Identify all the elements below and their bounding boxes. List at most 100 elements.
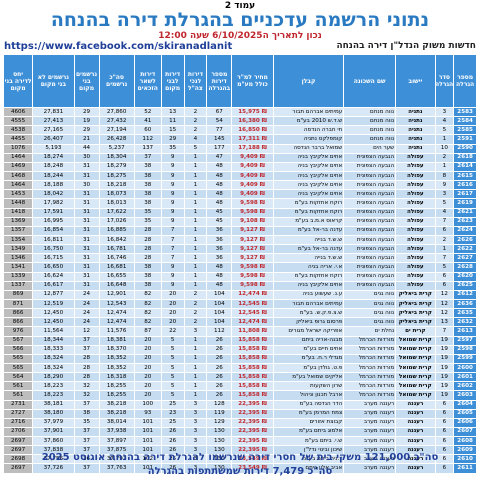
table-cell: 9 — [160, 262, 185, 273]
table-cell: הדר הנדסה בע"מ — [272, 399, 345, 410]
table-cell: 2606 — [453, 417, 477, 428]
table-cell: ₪ 22,395 — [231, 426, 274, 438]
table-cell: נתניה — [395, 116, 436, 127]
table-cell: 1 — [183, 280, 208, 291]
table-cell: 561 — [2, 390, 34, 401]
table-header-row: מספר הגרלה סדר הגרלה יישוב שם השכונה קבלן מחי… — [2, 54, 477, 108]
table-row: 2608 6 רעננה רעננה מערב ש.י. ביתם בע"מ ₪ 22,3… — [2, 436, 477, 447]
table-cell: 1 — [183, 216, 208, 227]
table-cell: 1349 — [2, 244, 34, 255]
table-cell: 5 — [160, 362, 185, 374]
table-cell: 7 — [160, 234, 185, 246]
table-cell: 18,223 — [32, 381, 75, 392]
table-cell: 104 — [206, 308, 233, 319]
table-cell: 8 — [434, 170, 455, 182]
table-cell: 20 — [133, 335, 162, 346]
table-cell: אחים אלקיבץ בניה — [272, 280, 345, 291]
table-cell: 48 — [206, 198, 233, 209]
table-cell: 19 — [73, 116, 100, 127]
table-cell: 2602 — [453, 381, 477, 392]
table-cell: נתניה — [395, 106, 436, 118]
table-cell: 32 — [73, 381, 100, 392]
table-cell: 37 — [73, 426, 100, 438]
facebook-link[interactable]: https://www.facebook.com/skiranadlanit — [4, 41, 233, 52]
table-cell: 5 — [434, 198, 455, 209]
table-cell: 48 — [206, 180, 233, 191]
table-cell: 28 — [73, 353, 100, 364]
table-cell: 2605 — [453, 408, 477, 419]
table-cell: נווה גנים — [343, 298, 397, 310]
table-cell: מורדות הכרמל — [343, 353, 397, 364]
table-cell: 2603 — [453, 390, 477, 401]
table-cell: 35 — [73, 417, 100, 428]
table-cell: הגבעה הצפונית — [343, 280, 397, 291]
table-row: 2598 19 קרית שמואל מורדות הכרמל אחים חיים בע… — [2, 344, 477, 355]
table-cell: 17,026 — [98, 216, 135, 227]
table-cell: 27,165 — [32, 125, 75, 136]
table-cell: קרית ביאליק — [395, 289, 436, 300]
table-cell: 31 — [73, 170, 100, 182]
table-cell: 2635 — [453, 308, 477, 319]
table-cell: 31 — [73, 253, 100, 264]
table-cell: פרסום גרופ ביאליק — [272, 317, 345, 328]
column-header: שם השכונה — [343, 54, 397, 108]
table-cell: פ.ט. גולדן בע"מ — [272, 362, 345, 374]
table-cell: 100 — [133, 399, 162, 410]
column-header: יישוב — [395, 54, 436, 108]
table-cell: 3 — [183, 399, 208, 410]
table-cell: 38,218 — [98, 399, 135, 410]
table-cell: 30 — [73, 152, 100, 163]
column-header: דירות לבני מקום — [160, 54, 185, 108]
column-header: מספר דירות בהגרלה — [206, 54, 233, 108]
table-cell: 5,237 — [98, 143, 135, 154]
table-cell: 12,543 — [98, 298, 135, 310]
table-cell: 2626 — [453, 234, 477, 246]
table-cell: 82 — [133, 298, 162, 310]
table-cell: 4606 — [2, 106, 34, 118]
table-row: 2619 5 עפולה הגבעה הצפונית רוקח אחזקות בע"מ ₪… — [2, 198, 477, 209]
table-cell: 2697 — [2, 436, 34, 447]
table-cell: 6 — [434, 436, 455, 447]
table-cell: 130 — [206, 436, 233, 447]
table-cell: 38 — [133, 262, 162, 273]
table-cell: 32 — [73, 390, 100, 401]
table-row: 2628 5 עפולה הגבעה הצפונית א.י. אריה בניה ₪ 9… — [2, 262, 477, 273]
table-cell: 48 — [206, 170, 233, 182]
table-cell: ₪ 12,474 — [231, 317, 274, 328]
table-cell: קרית שמואל — [395, 362, 436, 374]
table-cell: אלמוג ביתם בע"מ — [272, 426, 345, 438]
table-cell: ₪ 9,127 — [231, 225, 274, 236]
table-cell: 18,324 — [32, 362, 75, 374]
table-cell: 19 — [434, 344, 455, 355]
table-cell: 16,854 — [32, 225, 75, 236]
table-body: 2583 3 נתניה נווה מנחם עמיתים אברהם תבור ₪ 15… — [2, 106, 477, 474]
table-cell: 1 — [183, 207, 208, 218]
table-cell: 2620 — [453, 271, 477, 282]
table-cell: 18,255 — [98, 390, 135, 401]
table-cell: 16,842 — [98, 234, 135, 246]
table-cell: קרית שמואל — [395, 353, 436, 364]
table-cell: 871 — [2, 298, 34, 310]
table-cell: 2591 — [453, 134, 477, 145]
table-cell: עפולה — [395, 198, 436, 209]
table-cell: 44 — [73, 143, 100, 154]
column-header: נרשמים בני מקום — [73, 54, 100, 108]
table-cell: 18,275 — [98, 170, 135, 182]
table-cell: 27,860 — [98, 106, 135, 118]
table-cell: 54 — [206, 116, 233, 127]
table-cell: א.י. אריה בניה — [272, 262, 345, 273]
table-cell: 2618 — [453, 152, 477, 163]
table-cell: 6 — [434, 408, 455, 419]
table-cell: 16,885 — [98, 225, 135, 236]
table-cell: 12 — [434, 289, 455, 300]
table-cell: 35 — [133, 207, 162, 218]
table-cell: 60 — [133, 125, 162, 136]
table-cell: ₪ 15,858 — [231, 353, 274, 364]
table-cell: קרית ים — [395, 326, 436, 337]
table-row: 2632 13 קרית ביאליק נווה גנים פרסום גרופ ביא… — [2, 317, 477, 328]
table-cell: 25 — [160, 417, 185, 428]
table-cell: 7 — [160, 253, 185, 264]
table-cell: 37,897 — [98, 436, 135, 447]
table-cell: 3 — [183, 408, 208, 419]
